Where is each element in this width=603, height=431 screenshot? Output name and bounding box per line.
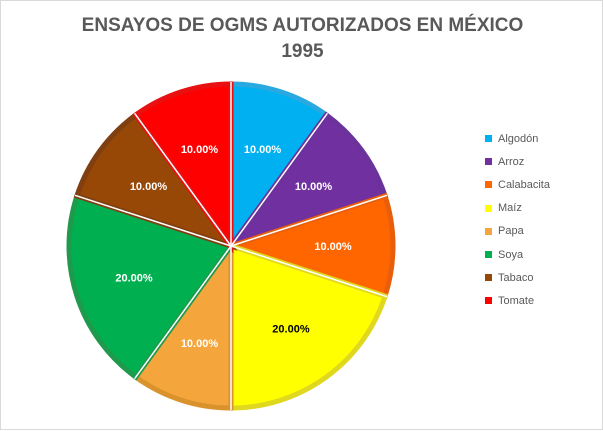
data-label-calabacita: 10.00% (314, 241, 352, 253)
legend-swatch (485, 181, 492, 189)
legend-label: Soya (498, 248, 524, 261)
legend-swatch (485, 297, 492, 305)
pie-slice-algodon (228, 81, 330, 254)
data-label-papa: 10.00% (181, 338, 219, 350)
legend-item-papa: Papa (485, 220, 550, 243)
legend-item-calabacita: Calabacita (485, 173, 550, 196)
legend-label: Arroz (498, 155, 525, 168)
chart-title-line-2: 1995 (281, 41, 324, 62)
slice-separator (74, 194, 232, 247)
pie-slice-arroz (224, 111, 389, 251)
pie-slice-tomate (132, 81, 234, 254)
pie-slice-tabaco (73, 111, 238, 251)
legend-label: Algodón (498, 132, 539, 145)
legend-label: Maíz (498, 202, 522, 215)
legend-item-tabaco: Tabaco (485, 266, 550, 289)
slice-separator (230, 245, 388, 298)
slice-separator (230, 112, 329, 247)
data-label-arroz: 10.00% (295, 181, 333, 193)
legend-swatch (485, 251, 492, 259)
legend-swatch (485, 274, 492, 282)
legend-swatch (485, 158, 492, 166)
legend-item-soya: Soya (485, 243, 550, 266)
chart-title-line-1: ENSAYOS DE OGMS AUTORIZADOS EN MÉXICO (81, 15, 524, 36)
slice-separator (133, 112, 232, 247)
data-label-maiz: 20.00% (272, 324, 310, 336)
legend-label: Tabaco (498, 271, 534, 284)
pie-slice-papa (132, 238, 234, 411)
slice-separator (230, 194, 388, 247)
data-label-tabaco: 10.00% (130, 181, 168, 193)
chart-title: ENSAYOS DE OGMS AUTORIZADOS EN MÉXICO 19… (1, 13, 603, 65)
legend: Algodón Arroz Calabacita Maíz Papa Soya Tabaco… (485, 127, 550, 313)
legend-swatch (485, 227, 492, 235)
pie-slice-maiz (228, 242, 389, 411)
legend-item-algodon: Algodón (485, 127, 550, 150)
legend-label: Tomate (498, 294, 535, 307)
legend-label: Papa (498, 225, 524, 238)
pie-slice-calabacita (222, 192, 396, 300)
pie-slice-soya (66, 192, 236, 381)
legend-item-maiz: Maíz (485, 197, 550, 220)
legend-swatch (485, 204, 492, 212)
legend-label: Calabacita (498, 178, 550, 191)
slice-separator (133, 245, 232, 380)
legend-item-tomate: Tomate (485, 289, 550, 312)
data-label-tomate: 10.00% (181, 144, 219, 156)
data-label-algodon: 10.00% (244, 144, 282, 156)
legend-item-arroz: Arroz (485, 150, 550, 173)
data-label-soya: 20.00% (115, 273, 153, 285)
legend-swatch (485, 135, 492, 143)
